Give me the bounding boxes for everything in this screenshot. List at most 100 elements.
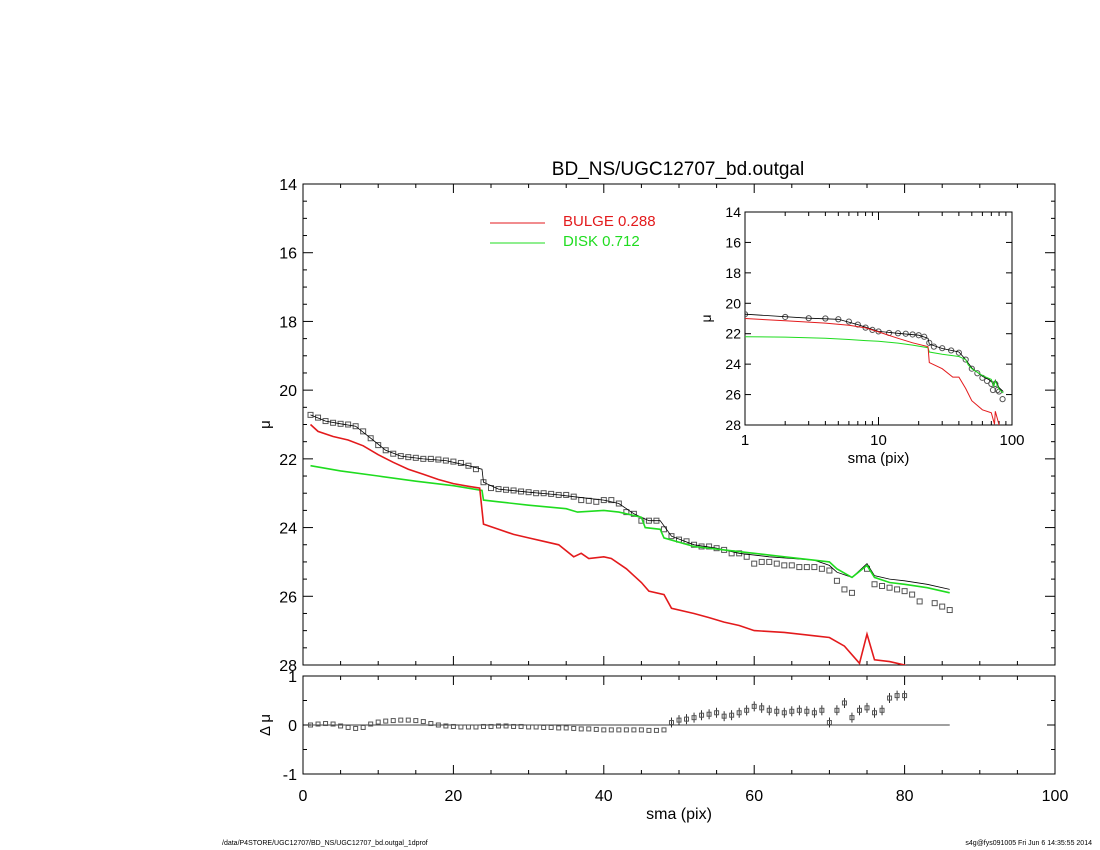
residual-data-point [736,710,742,716]
inset-ytick-label: 14 [725,204,741,220]
main-data-point [751,560,758,567]
residual-data-point [368,721,374,727]
residual-data-point [375,719,381,725]
residual-data-point [638,727,644,733]
residual-ytick-label: 1 [288,669,297,686]
residual-ytick-label: 0 [288,718,297,735]
residual-data-point [714,710,720,716]
residual-data-point [819,707,825,713]
residual-xtick-label: 20 [445,788,463,805]
residual-data-point [443,723,449,729]
main-data-point [382,447,389,454]
inset-data-point [939,345,946,352]
main-data-point [848,589,855,596]
main-data-point [630,510,637,517]
residual-data-point [684,716,690,722]
main-data-point [803,564,810,571]
residual-data-point [578,726,584,732]
main-data-point [472,466,479,473]
footer-left: /data/P4STORE/UGC12707/BD_NS/UGC12707_bd… [222,840,428,847]
residual-data-point [849,715,855,721]
main-ytick-label: 16 [279,246,297,263]
inset-series-disk [745,336,1004,394]
main-data-point [743,553,750,560]
residual-data-point [608,727,614,733]
residual-data-point [841,700,847,706]
residual-data-point [789,708,795,714]
main-data-point [427,455,434,462]
chart-title: BD_NS/UGC12707_bd.outgal [552,159,804,180]
residual-data-point [503,723,509,729]
residual-data-point [556,725,562,731]
residual-data-point [450,723,456,729]
inset-ytick-label: 24 [725,356,741,372]
main-ytick-label: 28 [279,658,297,675]
inset-ytick-label: 20 [725,295,741,311]
residual-data-point [601,727,607,733]
inset-ytick-label: 28 [725,417,741,433]
main-data-point [946,607,953,614]
main-ytick-label: 18 [279,314,297,331]
residual-data-point [887,695,893,701]
main-data-point [390,450,397,457]
main-data-point [916,598,923,605]
main-data-point [668,533,675,540]
residual-data-point [308,722,314,728]
residual-data-point [646,727,652,733]
residual-data-point [405,717,411,723]
inset-xtick-label: 100 [999,432,1024,449]
inset-plot: 14 16 18 20 22 24 26 281 10 100 sma (pix) μ [698,204,1025,467]
residual-data-point [533,724,539,730]
residual-xtick-label: 40 [595,788,613,805]
residual-ylabel: Δ μ [257,714,274,736]
residual-data-point [541,724,547,730]
residual-data-point [872,710,878,716]
main-ytick-label: 20 [279,383,297,400]
footer-right: s4g@fys091005 Fri Jun 6 14:35:55 2014 [965,840,1092,847]
residual-data-point [751,703,757,709]
residual-data-point [864,705,870,711]
residual-data-point [781,710,787,716]
residual-xtick-label: 0 [299,788,308,805]
residual-data-point [699,712,705,718]
main-data-point [939,603,946,610]
inset-series-bulge [745,318,1000,425]
residual-data-point [323,721,329,727]
inset-ytick-label: 16 [725,234,741,250]
main-data-point [826,567,833,574]
main-data-point [871,581,878,588]
residual-data-point [511,723,517,729]
residual-data-point [473,724,479,730]
residual-data-point [398,717,404,723]
inset-ylabel: μ [698,314,714,322]
inset-frame [744,211,1013,426]
main-data-point [841,586,848,593]
residual-data-point [383,718,389,724]
main-data-point [811,564,818,571]
main-ytick-label: 14 [279,177,297,194]
main-data-point [375,442,382,449]
residual-data-point [804,708,810,714]
residual-data-point [465,724,471,730]
main-data-point [457,459,464,466]
main-ytick-label: 24 [279,521,297,538]
main-plot: 14 16 18 20 22 24 26 28 μ BULGE 0.288 DISK 0.712 [257,177,1056,675]
main-data-point [608,497,615,504]
residual-data-point [834,707,840,713]
residual-data-point [458,724,464,730]
residual-data-point [744,707,750,713]
residual-data-point [729,712,735,718]
main-ytick-label: 26 [279,589,297,606]
residual-data-point [571,725,577,731]
inset-xtick-label: 1 [741,432,749,449]
residual-data-point [413,718,419,724]
main-data-point [781,562,788,569]
main-data-point [886,584,893,591]
residual-ytick-label: -1 [283,767,297,784]
main-ytick-label: 22 [279,452,297,469]
inset-xlabel: sma (pix) [848,450,910,467]
main-data-point [894,586,901,593]
main-series-total [310,414,950,590]
inset-data-point [921,333,928,340]
main-series-bulge [309,423,907,665]
